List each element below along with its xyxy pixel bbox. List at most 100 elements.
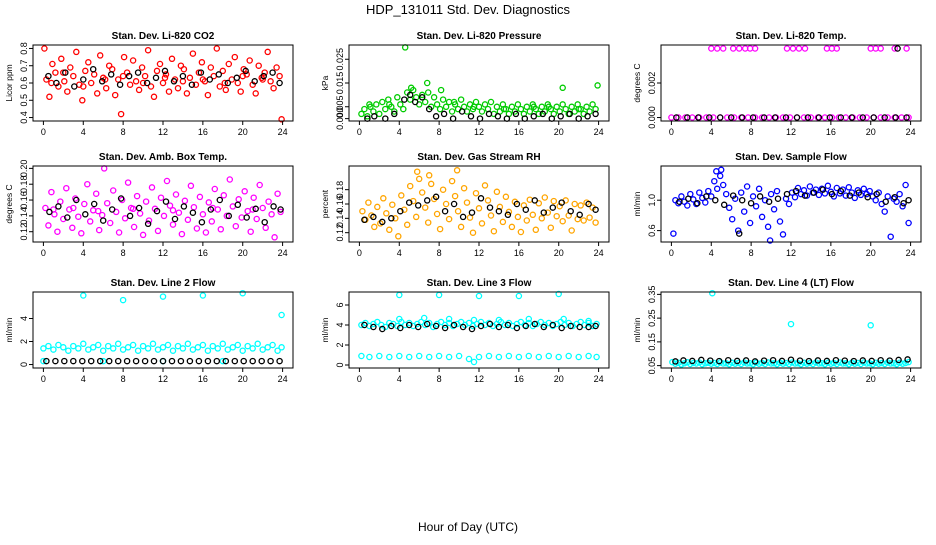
x-tick-label: 0 xyxy=(41,127,46,137)
data-point xyxy=(531,320,539,328)
data-point xyxy=(504,321,512,329)
data-point xyxy=(121,215,129,222)
data-point xyxy=(685,195,692,202)
data-point xyxy=(234,341,242,349)
data-point xyxy=(801,45,809,52)
data-point xyxy=(420,314,428,322)
data-point xyxy=(204,357,212,365)
data-point xyxy=(735,45,743,52)
data-point xyxy=(132,78,140,85)
series-1 xyxy=(669,289,912,368)
data-point xyxy=(276,79,283,87)
data-point xyxy=(117,110,125,118)
plot-frame xyxy=(348,291,610,369)
data-point xyxy=(823,357,831,365)
data-point xyxy=(517,228,525,236)
data-point xyxy=(870,114,877,121)
data-point xyxy=(755,185,763,193)
data-point xyxy=(180,65,188,73)
data-point xyxy=(409,197,417,205)
data-point xyxy=(774,195,782,202)
data-point xyxy=(415,352,423,360)
data-point xyxy=(222,86,230,94)
data-point xyxy=(269,69,276,76)
data-point xyxy=(719,45,727,52)
data-point xyxy=(903,114,910,121)
data-point xyxy=(259,346,266,353)
data-point xyxy=(188,81,196,88)
data-point xyxy=(179,345,187,352)
data-point xyxy=(833,45,841,52)
data-point xyxy=(575,115,582,122)
series-1 xyxy=(670,166,912,244)
panel-title: Stan. Dev. Li-820 Pressure xyxy=(417,31,542,42)
data-point xyxy=(751,114,759,121)
data-point xyxy=(162,198,170,205)
y-axis-label: Licor ppm xyxy=(4,64,14,101)
panel-2: Stan. Dev. Li-820 Pressure 0 4 8 12 16 20 24 0.0… xyxy=(320,31,610,137)
y-tick-label: 0.20 xyxy=(19,160,29,178)
x-tick-label: 24 xyxy=(278,127,288,137)
data-point xyxy=(430,94,438,101)
data-point xyxy=(261,69,268,76)
figure-xlabel: Hour of Day (UTC) xyxy=(418,520,518,534)
panel-title: Stan. Dev. Sample Flow xyxy=(735,152,847,163)
y-axis-label: degrees C xyxy=(632,63,642,102)
data-point xyxy=(96,52,104,59)
data-point xyxy=(705,187,712,195)
data-point xyxy=(214,345,222,352)
data-point xyxy=(481,101,489,108)
data-point xyxy=(164,341,172,349)
data-point xyxy=(209,342,217,350)
data-point xyxy=(141,357,149,365)
x-tick-label: 12 xyxy=(786,127,796,137)
data-point xyxy=(269,341,276,349)
data-point xyxy=(259,76,266,83)
data-point xyxy=(887,233,894,240)
x-tick-label: 24 xyxy=(278,374,288,384)
data-point xyxy=(815,360,823,367)
y-tick-label: 0.14 xyxy=(19,207,29,225)
data-point xyxy=(433,101,441,108)
data-point xyxy=(149,340,157,348)
data-point xyxy=(828,114,836,121)
data-point xyxy=(80,76,87,83)
data-point xyxy=(523,103,531,111)
y-tick-label: 0.12 xyxy=(335,224,345,242)
data-point xyxy=(64,88,71,95)
x-tick-label: 4 xyxy=(81,374,86,384)
x-tick-label: 12 xyxy=(474,248,484,258)
data-point xyxy=(179,78,187,85)
data-point xyxy=(179,72,187,80)
data-point xyxy=(465,355,473,363)
x-tick-label: 16 xyxy=(514,127,524,137)
data-point xyxy=(205,199,213,206)
x-tick-label: 20 xyxy=(866,248,876,258)
data-point xyxy=(903,45,910,52)
data-point xyxy=(119,296,127,304)
data-point xyxy=(785,200,793,208)
data-point xyxy=(673,114,680,121)
data-point xyxy=(469,229,477,236)
data-point xyxy=(826,114,834,121)
x-tick-label: 4 xyxy=(81,248,86,258)
x-tick-label: 8 xyxy=(437,248,442,258)
data-point xyxy=(758,213,766,221)
data-point xyxy=(186,357,194,365)
data-point xyxy=(793,114,801,121)
data-point xyxy=(515,353,523,361)
data-point xyxy=(458,108,466,115)
data-point xyxy=(177,357,185,365)
x-tick-label: 24 xyxy=(906,374,916,384)
data-point xyxy=(423,320,431,328)
data-point xyxy=(707,357,714,364)
data-point xyxy=(500,105,508,113)
x-tick-label: 20 xyxy=(866,127,876,137)
data-point xyxy=(676,198,683,205)
data-point xyxy=(115,229,123,236)
data-point xyxy=(846,192,854,199)
data-point xyxy=(109,187,117,194)
data-point xyxy=(75,345,82,352)
data-point xyxy=(383,210,390,217)
